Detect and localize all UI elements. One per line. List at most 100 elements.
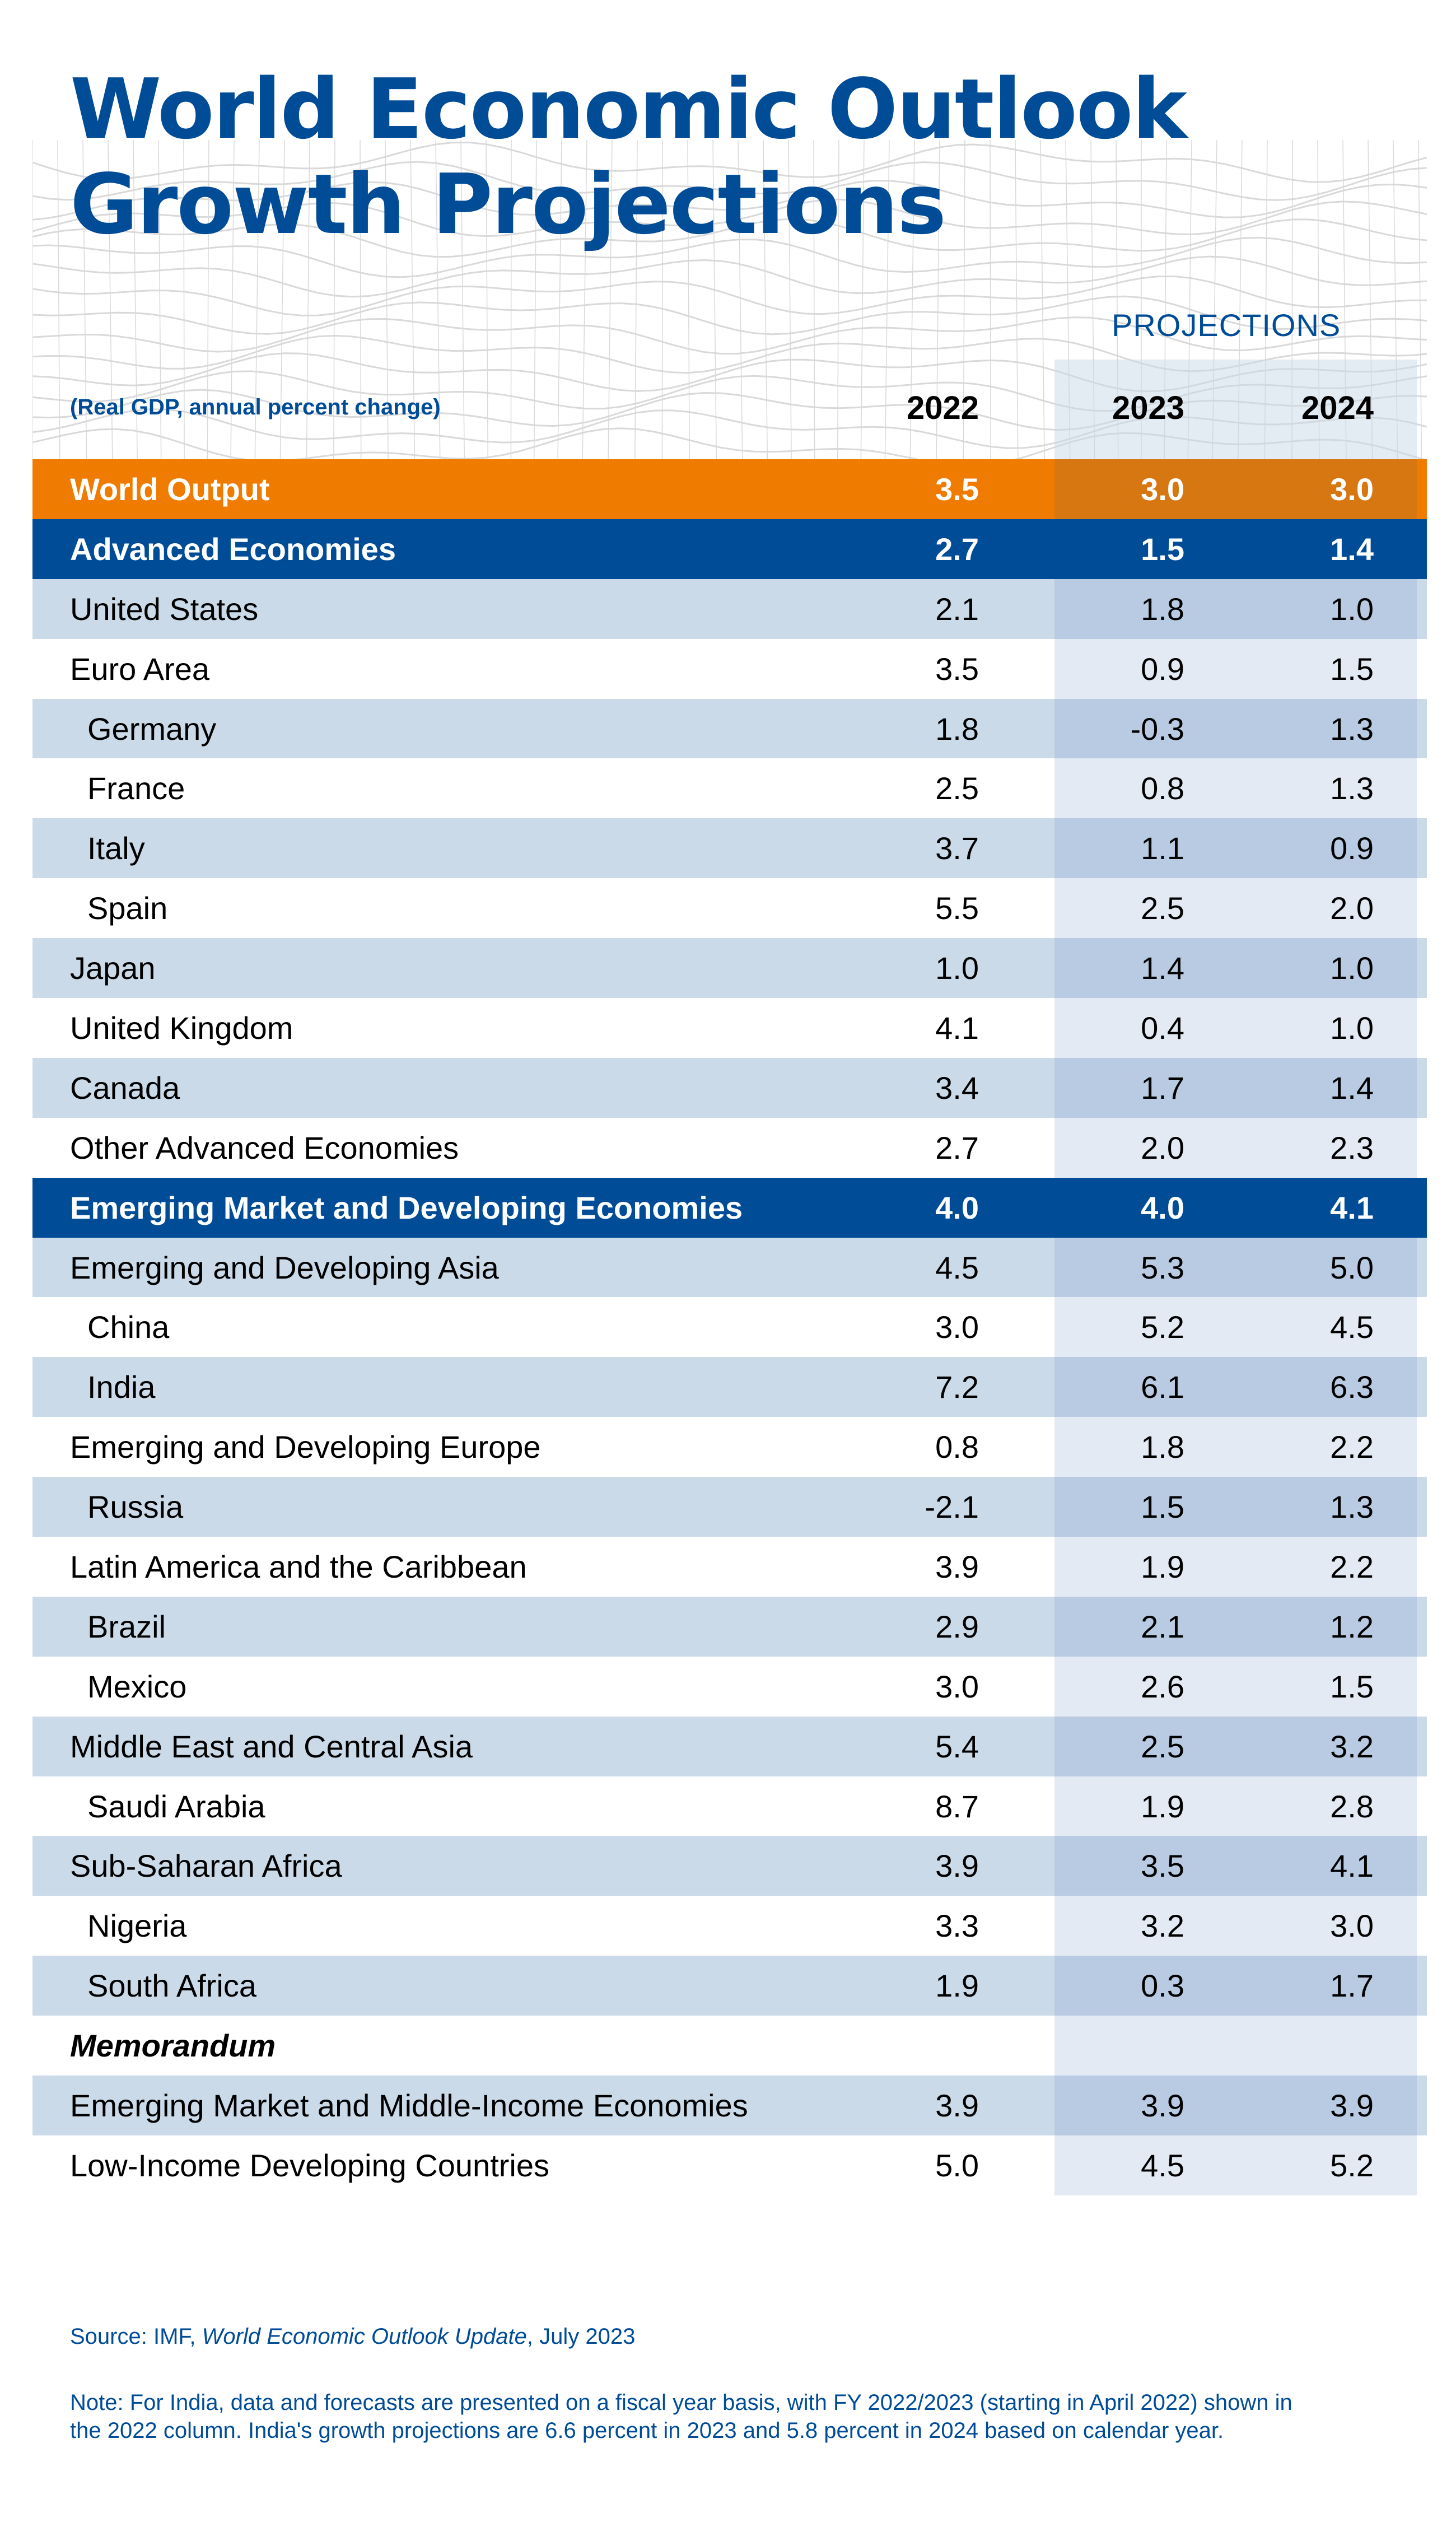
- row-label: Mexico: [87, 1668, 187, 1704]
- mesh-line: [32, 161, 1427, 201]
- source-citation: Source: IMF, World Economic Outlook Upda…: [70, 2324, 636, 2349]
- value-2022: 3.4: [935, 1070, 979, 1106]
- table-row: Emerging Market and Developing Economies…: [32, 1177, 1427, 1238]
- value-2023: 3.2: [1141, 1908, 1184, 1944]
- mesh-line: [909, 140, 915, 465]
- row-label: United Kingdom: [70, 1010, 293, 1046]
- table-row: Canada 3.4 1.7 1.4: [32, 1057, 1427, 1118]
- mesh-line: [32, 295, 1427, 335]
- value-2024: 1.4: [1330, 1070, 1374, 1106]
- value-2024: 1.3: [1330, 771, 1374, 806]
- mesh-line: [460, 140, 465, 465]
- mesh-line: [57, 140, 60, 465]
- mesh-line: [788, 140, 792, 465]
- table-row: Germany 1.8 -0.3 1.3: [32, 698, 1427, 759]
- mesh-line: [158, 140, 162, 465]
- value-2023: 2.5: [1141, 1728, 1184, 1764]
- mesh-line: [486, 140, 489, 465]
- value-2023: 1.9: [1141, 1549, 1184, 1584]
- value-2022: 2.1: [935, 591, 979, 627]
- table-row: Spain 5.5 2.5 2.0: [32, 878, 1427, 939]
- value-2022: 7.2: [935, 1369, 979, 1405]
- row-label: India: [87, 1369, 156, 1405]
- mesh-line: [32, 275, 1427, 316]
- projection-cell-shade: [1054, 1896, 1417, 1956]
- value-2023: 1.8: [1141, 591, 1184, 627]
- projection-cell-shade: [1054, 818, 1417, 879]
- table-row: Sub-Saharan Africa 3.9 3.5 4.1: [32, 1836, 1427, 1896]
- table-row: Saudi Arabia 8.7 1.9 2.8: [32, 1776, 1427, 1836]
- column-header-2022: 2022: [906, 390, 979, 426]
- value-2022: 3.0: [935, 1668, 979, 1704]
- value-2023: 2.5: [1141, 890, 1184, 926]
- value-2022: -2.1: [925, 1489, 979, 1525]
- row-label: Japan: [70, 950, 156, 986]
- title-line-1: World Economic Outlook: [70, 61, 1187, 157]
- projections-column-shade: [1054, 360, 1417, 459]
- mesh-line: [990, 140, 991, 465]
- value-2024: 1.4: [1330, 531, 1374, 567]
- value-2022: 5.5: [935, 890, 979, 926]
- mesh-line: [32, 180, 1427, 221]
- mesh-line: [1015, 140, 1019, 465]
- value-2022: 5.0: [935, 2147, 979, 2183]
- mesh-line: [230, 140, 235, 465]
- projection-cell-shade: [1054, 2076, 1417, 2135]
- mesh-line: [360, 140, 362, 465]
- table-row: World Output 3.5 3.0 3.0: [32, 459, 1427, 519]
- mesh-line: [936, 140, 940, 465]
- value-2022: 3.9: [935, 1848, 979, 1884]
- value-2022: 4.1: [935, 1010, 979, 1046]
- value-2024: 4.1: [1330, 1848, 1374, 1884]
- projection-cell-shade: [1054, 1117, 1417, 1178]
- row-label: Emerging and Developing Asia: [70, 1249, 499, 1285]
- value-2024: 4.5: [1330, 1309, 1374, 1345]
- value-2024: 5.2: [1330, 2147, 1374, 2183]
- row-label: Canada: [70, 1070, 180, 1106]
- value-2024: 1.2: [1330, 1608, 1374, 1644]
- mesh-line: [837, 140, 839, 465]
- value-2022: 4.0: [935, 1190, 979, 1225]
- row-label: Russia: [87, 1489, 184, 1525]
- value-2023: 0.4: [1141, 1010, 1184, 1046]
- value-2024: 1.3: [1330, 1489, 1374, 1525]
- table-row: China 3.0 5.2 4.5: [32, 1297, 1427, 1358]
- mesh-line: [963, 140, 965, 465]
- table-row: Latin America and the Caribbean 3.9 1.9 2.2: [32, 1537, 1427, 1597]
- row-label: China: [87, 1309, 170, 1345]
- projection-cell-shade: [1054, 1776, 1417, 1836]
- page-title: World Economic Outlook Growth Projection…: [70, 61, 1187, 252]
- mesh-line: [813, 140, 815, 465]
- value-2022: 3.5: [935, 471, 979, 507]
- value-2023: 2.0: [1141, 1130, 1184, 1165]
- value-2023: 5.3: [1141, 1249, 1184, 1285]
- row-label: Spain: [87, 890, 168, 926]
- value-2022: 4.5: [935, 1249, 979, 1285]
- mesh-line: [884, 140, 890, 465]
- value-2023: 2.1: [1141, 1608, 1184, 1644]
- projection-cell-shade: [1054, 998, 1417, 1058]
- projection-cell-shade: [1054, 1057, 1417, 1118]
- projection-cell-shade: [1054, 1537, 1417, 1597]
- value-2024: 4.1: [1330, 1190, 1374, 1225]
- table-row: Emerging and Developing Asia 4.5 5.3 5.0: [32, 1237, 1427, 1298]
- value-2023: 0.9: [1141, 651, 1184, 687]
- value-2022: 2.5: [935, 771, 979, 806]
- value-2023: 4.0: [1141, 1190, 1184, 1225]
- mesh-line: [32, 198, 1427, 237]
- value-2024: 1.0: [1330, 950, 1374, 986]
- projections-label: PROJECTIONS: [1112, 307, 1341, 343]
- projection-cell-shade: [1054, 638, 1417, 699]
- projection-cell-shade: [1054, 878, 1417, 939]
- table-row: India 7.2 6.1 6.3: [32, 1357, 1427, 1417]
- value-2023: -0.3: [1130, 711, 1185, 747]
- value-2022: 3.9: [935, 2087, 979, 2123]
- value-2024: 1.7: [1330, 1968, 1374, 2004]
- row-label: Middle East and Central Asia: [70, 1728, 473, 1764]
- projection-cell-shade: [1054, 1836, 1417, 1896]
- table-row: Emerging and Developing Europe 0.8 1.8 2.2: [32, 1417, 1427, 1477]
- table-row: France 2.5 0.8 1.3: [32, 758, 1427, 819]
- value-2024: 6.3: [1330, 1369, 1374, 1405]
- row-label: Low-Income Developing Countries: [70, 2147, 549, 2183]
- projection-cell-shade: [1054, 758, 1417, 819]
